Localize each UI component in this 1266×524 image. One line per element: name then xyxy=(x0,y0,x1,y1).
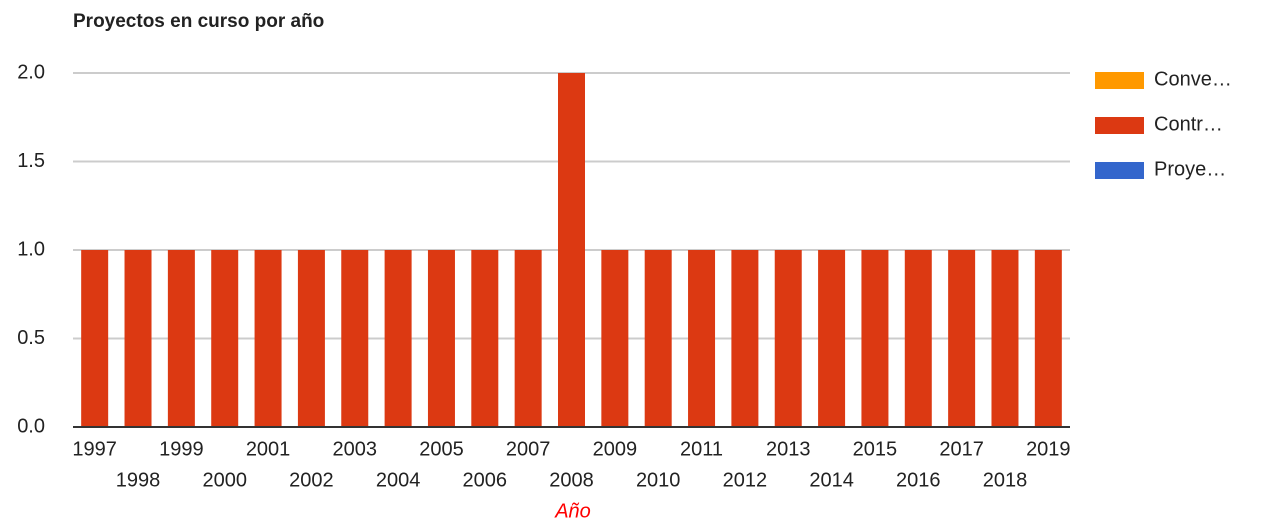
y-tick-label: 0.0 xyxy=(17,415,45,437)
y-tick-label: 1.5 xyxy=(17,150,45,172)
bar-segment xyxy=(297,250,325,427)
x-tick-label: 2013 xyxy=(766,438,811,460)
x-tick-label: 2002 xyxy=(289,469,334,491)
x-tick-label: 2018 xyxy=(983,469,1028,491)
bar-segment xyxy=(254,250,282,427)
bar-segment xyxy=(124,250,152,427)
chart-title: Proyectos en curso por año xyxy=(73,11,324,32)
y-tick-label: 2.0 xyxy=(17,61,45,83)
legend-swatch xyxy=(1095,162,1144,179)
bar-segment xyxy=(471,250,499,427)
legend-label: Proye… xyxy=(1154,158,1226,180)
bar-segment xyxy=(731,250,759,427)
bar-segment xyxy=(427,250,455,427)
bar-segment xyxy=(384,250,412,427)
bar-segment xyxy=(948,250,976,427)
legend-label: Contr… xyxy=(1154,113,1223,135)
x-tick-label: 2007 xyxy=(506,438,551,460)
x-tick-label: 2011 xyxy=(680,438,723,460)
y-tick-label: 1.0 xyxy=(17,238,45,260)
bar-segment xyxy=(81,250,109,427)
bar-segment xyxy=(861,250,889,427)
x-tick-label: 2014 xyxy=(809,469,854,491)
x-tick-label: 2010 xyxy=(636,469,681,491)
x-tick-label: 2000 xyxy=(202,469,247,491)
x-tick-label: 2009 xyxy=(593,438,638,460)
x-tick-label: 2017 xyxy=(939,438,984,460)
x-tick-label: 2006 xyxy=(463,469,508,491)
x-tick-label: 2016 xyxy=(896,469,941,491)
bar-segment xyxy=(601,250,629,427)
x-axis-label: Año xyxy=(554,500,591,522)
legend-swatch xyxy=(1095,117,1144,134)
x-tick-label: 2015 xyxy=(853,438,898,460)
x-tick-label: 2001 xyxy=(246,438,291,460)
x-tick-label: 2005 xyxy=(419,438,464,460)
bar-segment xyxy=(991,250,1019,427)
bar-segment xyxy=(167,250,195,427)
bar-segment xyxy=(514,250,542,427)
bar-segment xyxy=(688,250,716,427)
bar-segment xyxy=(774,250,802,427)
legend-label: Conve… xyxy=(1154,68,1232,90)
legend-swatch xyxy=(1095,72,1144,89)
x-tick-label: 1997 xyxy=(72,438,117,460)
x-tick-label: 2003 xyxy=(333,438,378,460)
bar-segment xyxy=(818,250,846,427)
bar-segment xyxy=(558,73,585,427)
x-tick-label: 1999 xyxy=(159,438,204,460)
x-tick-label: 2012 xyxy=(723,469,768,491)
x-tick-label: 2004 xyxy=(376,469,421,491)
x-tick-label: 2008 xyxy=(549,469,594,491)
bar-segment xyxy=(1034,250,1062,427)
bar-segment xyxy=(644,250,672,427)
y-tick-label: 0.5 xyxy=(17,327,45,349)
x-tick-label: 1998 xyxy=(116,469,161,491)
bar-segment xyxy=(341,250,369,427)
bar-segment xyxy=(211,250,239,427)
bar-segment xyxy=(904,250,932,427)
x-tick-label: 2019 xyxy=(1026,438,1071,460)
